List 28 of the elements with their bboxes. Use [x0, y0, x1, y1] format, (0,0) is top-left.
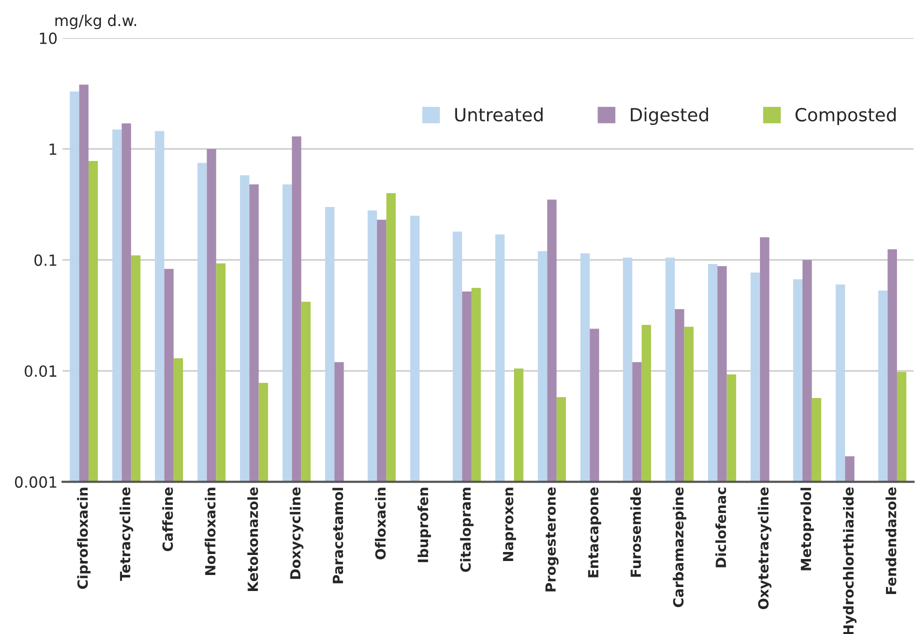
y-tick-label: 0.1 [34, 254, 56, 266]
x-tick-label: Caffeine [162, 487, 173, 552]
x-tick-label: Doxycycline [290, 487, 304, 579]
x-tick-label: Metoprolol [800, 488, 814, 570]
legend-label: Digested [630, 108, 708, 126]
x-tick-label: Fendendazole [886, 487, 896, 594]
y-tick-label: 0.001 [14, 476, 56, 488]
x-tick-label: Tetracycline [120, 487, 134, 581]
y-tick-label: 0.01 [24, 365, 56, 377]
x-tick-label: Citalopram [460, 488, 474, 572]
x-tick-label: Ibuprofen [418, 488, 431, 562]
legend-label: Composted [796, 108, 896, 126]
x-tick-label: Ketokonazole [247, 487, 258, 592]
x-tick-label: Carbamazepine [672, 487, 686, 608]
y-axis-title: mg/kg d.w. [55, 14, 136, 30]
x-tick-label: Ofloxacin [374, 488, 386, 560]
x-tick-label: Progesterone [545, 487, 559, 592]
x-tick-label: Entacapone [588, 487, 602, 578]
x-tick-label: Naproxen [503, 488, 516, 562]
x-tick-label: Paracetamol [332, 488, 344, 584]
x-tick-label: Ciprofloxacin [77, 488, 91, 589]
x-tick-label: Oxytetracycline [758, 487, 772, 610]
x-tick-label: Diclofenac [715, 488, 726, 568]
y-tick-label: 10 [40, 32, 57, 44]
legend-label: Untreated [455, 108, 543, 122]
x-tick-label: Norfloxacin [204, 488, 216, 575]
x-tick-label: Furosemide [630, 487, 642, 577]
y-tick-label: 1 [50, 144, 56, 155]
